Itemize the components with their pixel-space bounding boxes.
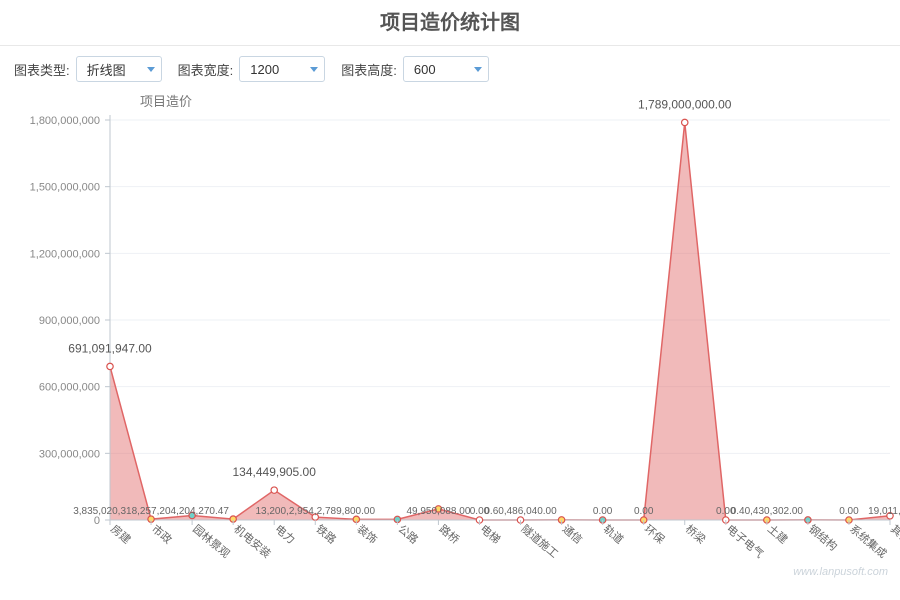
svg-text:1,500,000,000: 1,500,000,000 xyxy=(30,182,100,194)
chart-type-value: 折线图 xyxy=(87,60,126,79)
svg-text:1,800,000,000: 1,800,000,000 xyxy=(30,115,100,127)
svg-text:园林景观: 园林景观 xyxy=(190,522,233,561)
svg-text:电力: 电力 xyxy=(272,522,297,546)
svg-text:1,200,000,000: 1,200,000,000 xyxy=(30,248,100,260)
svg-text:0.00: 0.00 xyxy=(593,506,613,517)
svg-text:900,000,000: 900,000,000 xyxy=(39,315,100,327)
line-chart: 项目造价0300,000,000600,000,000900,000,0001,… xyxy=(0,80,900,600)
svg-text:项目造价: 项目造价 xyxy=(140,94,192,109)
chart-area: 项目造价0300,000,000600,000,000900,000,0001,… xyxy=(0,80,900,600)
svg-text:3,835,020,318,257,204,204,270.: 3,835,020,318,257,204,204,270.47 xyxy=(73,506,229,517)
svg-text:0.40,430,302.00: 0.40,430,302.00 xyxy=(731,506,804,517)
svg-text:1,789,000,000.00: 1,789,000,000.00 xyxy=(638,97,732,111)
svg-text:0.60,486,040.00: 0.60,486,040.00 xyxy=(484,506,557,517)
chart-width-label: 图表宽度: xyxy=(178,60,234,79)
svg-text:电子电气: 电子电气 xyxy=(724,522,767,561)
svg-text:0.00: 0.00 xyxy=(634,506,654,517)
svg-text:轨道: 轨道 xyxy=(601,522,627,547)
chart-type-select[interactable]: 折线图 xyxy=(76,56,162,82)
svg-text:通信: 通信 xyxy=(560,522,585,546)
svg-text:钢结构: 钢结构 xyxy=(806,522,840,554)
svg-text:其他: 其他 xyxy=(888,522,900,546)
svg-text:49,950,088.00: 49,950,088.00 xyxy=(406,506,470,517)
svg-text:房建: 房建 xyxy=(108,522,134,547)
chevron-down-icon xyxy=(310,67,318,72)
svg-text:路桥: 路桥 xyxy=(436,522,461,546)
svg-text:桥梁: 桥梁 xyxy=(683,522,709,547)
chart-height-value: 600 xyxy=(414,62,436,77)
svg-text:691,091,947.00: 691,091,947.00 xyxy=(68,341,152,355)
svg-text:电梯: 电梯 xyxy=(478,522,503,546)
chart-width-select[interactable]: 1200 xyxy=(239,56,325,82)
svg-text:机电安装: 机电安装 xyxy=(231,522,274,561)
svg-text:0.00: 0.00 xyxy=(839,506,859,517)
svg-text:市政: 市政 xyxy=(149,522,175,547)
page-title: 项目造价统计图 xyxy=(0,0,900,46)
svg-text:系统集成: 系统集成 xyxy=(847,522,890,561)
svg-text:13,200,2,954,2,789,800.00: 13,200,2,954,2,789,800.00 xyxy=(255,506,375,517)
chart-height-select[interactable]: 600 xyxy=(403,56,489,82)
chevron-down-icon xyxy=(474,67,482,72)
svg-text:隧道施工: 隧道施工 xyxy=(519,522,562,561)
svg-text:19,011,10: 19,011,10 xyxy=(868,506,900,517)
svg-text:600,000,000: 600,000,000 xyxy=(39,382,100,394)
chevron-down-icon xyxy=(147,67,155,72)
chart-height-label: 图表高度: xyxy=(341,60,397,79)
svg-text:300,000,000: 300,000,000 xyxy=(39,448,100,460)
svg-text:环保: 环保 xyxy=(642,522,668,547)
svg-text:134,449,905.00: 134,449,905.00 xyxy=(232,465,316,479)
svg-text:铁路: 铁路 xyxy=(313,522,338,546)
svg-text:公路: 公路 xyxy=(395,522,420,546)
svg-text:土建: 土建 xyxy=(765,522,791,547)
chart-width-value: 1200 xyxy=(250,62,279,77)
svg-text:装饰: 装饰 xyxy=(354,522,380,547)
chart-type-label: 图表类型: xyxy=(14,60,70,79)
